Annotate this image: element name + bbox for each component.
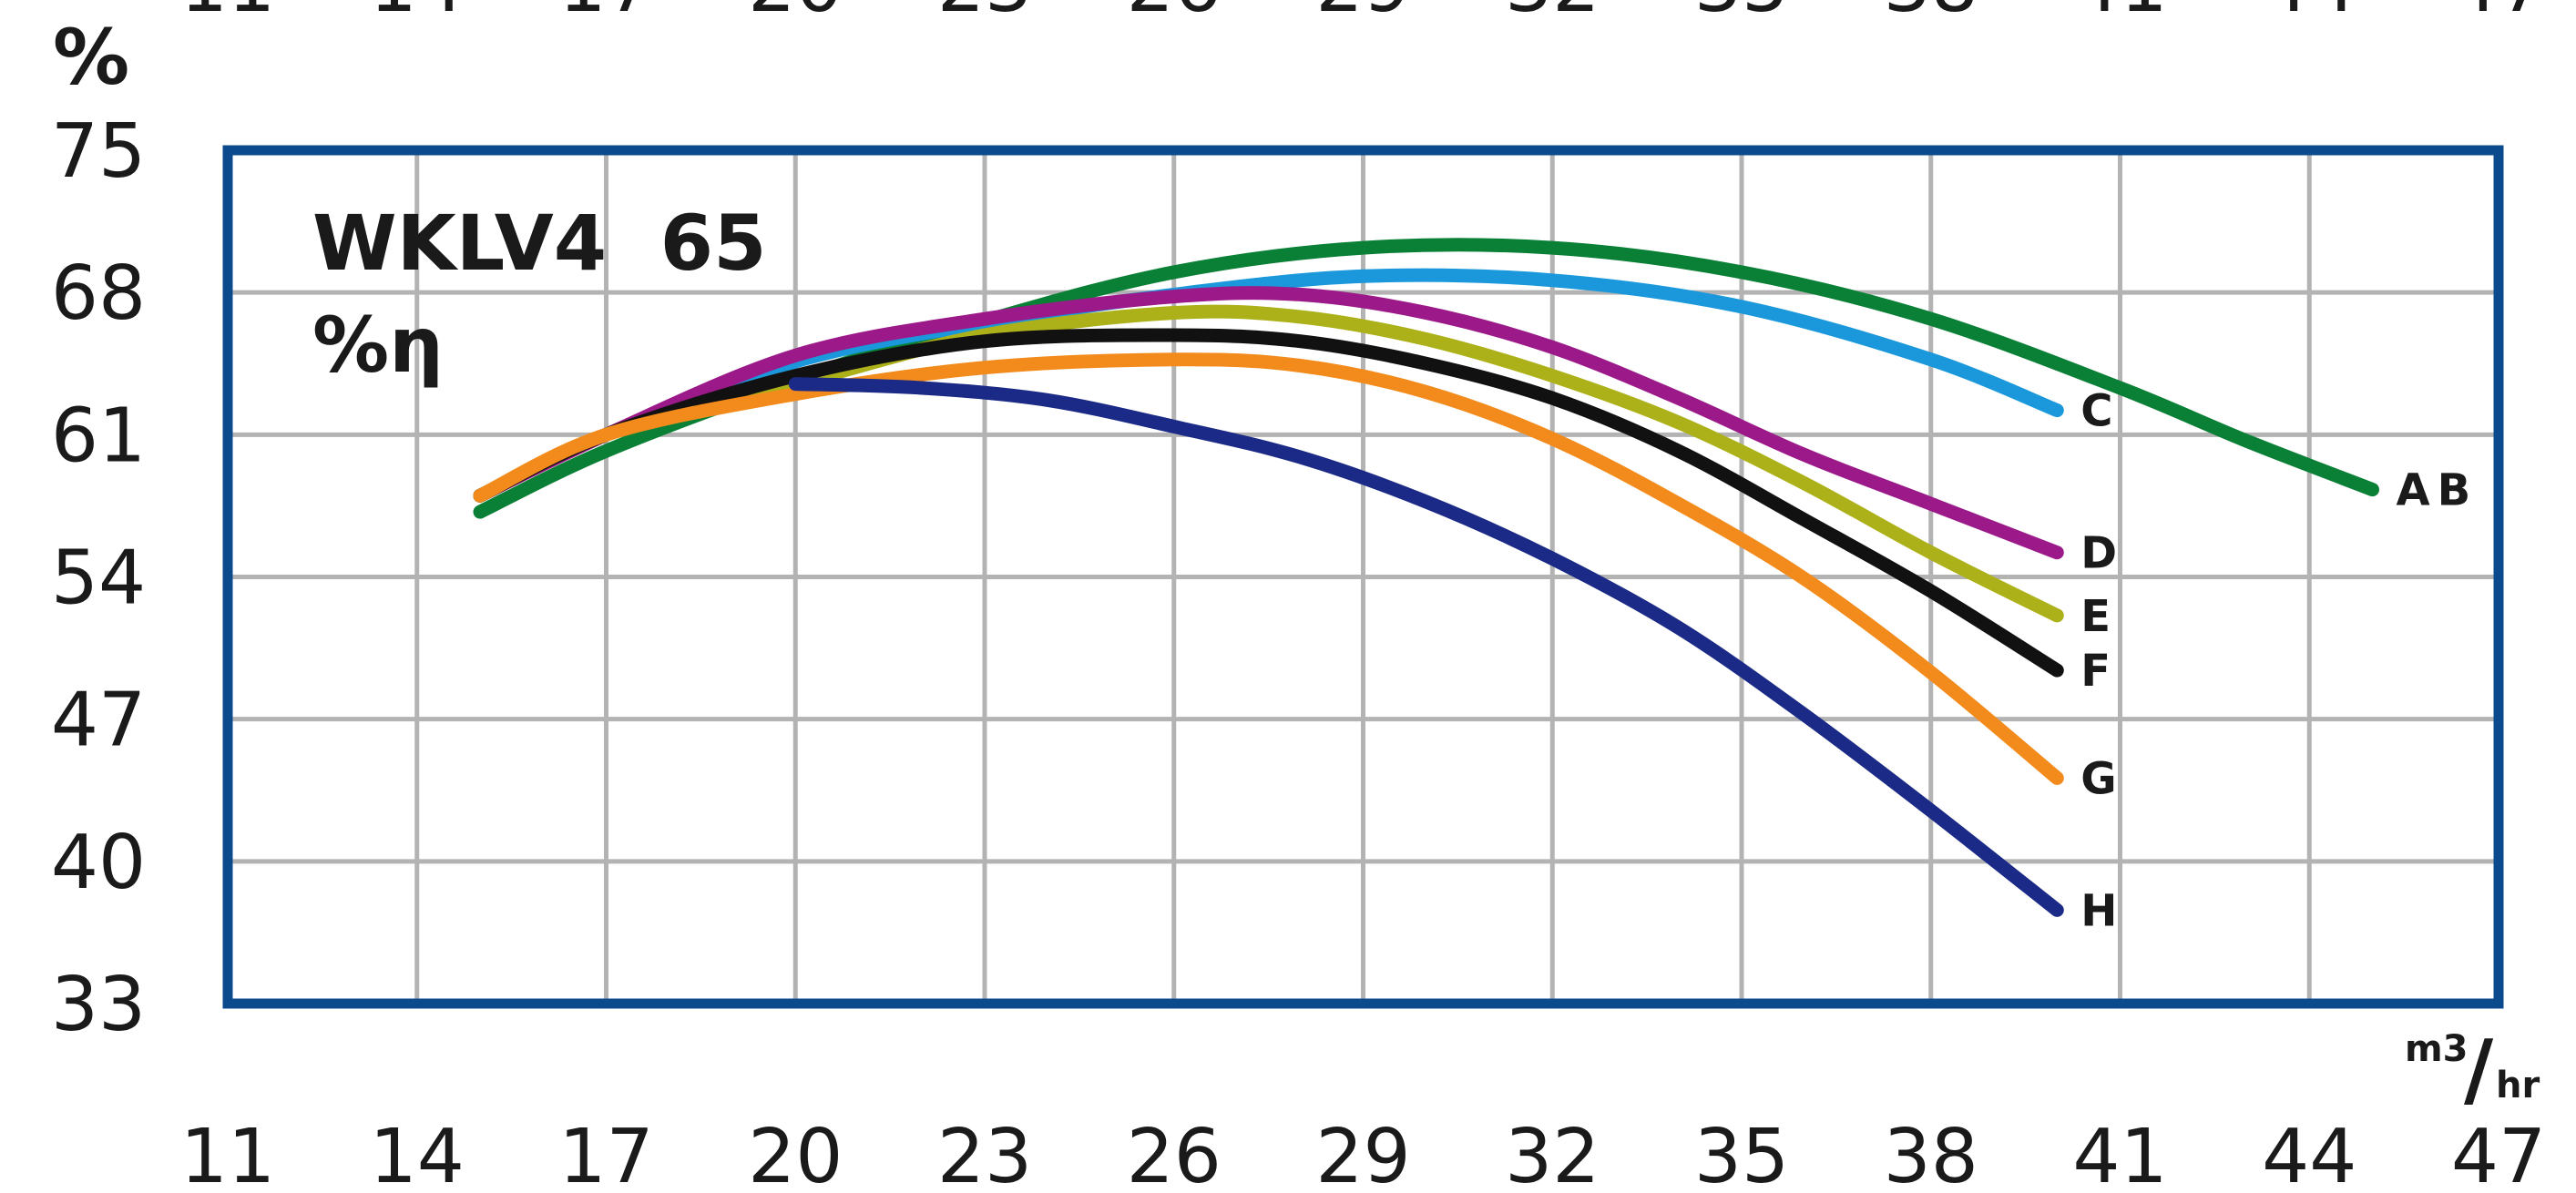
- curve-label-g: G: [2080, 753, 2116, 804]
- x-tick-top-38: 38: [1884, 0, 1978, 29]
- y-tick-labels: 75 68 61 54 47 40 33: [51, 108, 146, 1048]
- x-tick-top-14: 14: [370, 0, 465, 29]
- x-tick-44: 44: [2262, 1114, 2356, 1193]
- x-tick-26: 26: [1127, 1114, 1222, 1193]
- curve-label-ab: AB: [2397, 465, 2479, 516]
- x-unit-slash: /: [2464, 1023, 2494, 1117]
- y-tick-61: 61: [51, 393, 146, 479]
- x-tick-top-41: 41: [2072, 0, 2167, 29]
- x-tick-labels-bottom: 11 14 17 20 23 26 29 32 35 38 41 44 47: [180, 1114, 2546, 1193]
- chart-subtitle: %η: [312, 301, 444, 390]
- y-tick-75: 75: [51, 108, 146, 195]
- x-tick-top-11: 11: [180, 0, 275, 29]
- x-tick-top-17: 17: [558, 0, 653, 29]
- x-tick-11: 11: [180, 1114, 275, 1193]
- y-tick-47: 47: [51, 678, 146, 764]
- x-tick-14: 14: [370, 1114, 465, 1193]
- curve-d: [473, 286, 2064, 560]
- x-tick-41: 41: [2072, 1114, 2167, 1193]
- chart-title: WKLV4 65: [312, 199, 767, 288]
- curve-f: [473, 328, 2064, 678]
- series-labels: AB C DEF G H: [2080, 386, 2479, 937]
- x-unit-numerator: m3: [2405, 1028, 2469, 1070]
- x-tick-29: 29: [1315, 1114, 1410, 1193]
- y-tick-54: 54: [51, 535, 146, 622]
- x-tick-top-29: 29: [1315, 0, 1410, 29]
- x-tick-top-23: 23: [937, 0, 1032, 29]
- x-tick-35: 35: [1694, 1114, 1789, 1193]
- x-tick-38: 38: [1884, 1114, 1978, 1193]
- x-tick-23: 23: [937, 1114, 1032, 1193]
- curve-label-c: C: [2080, 386, 2112, 437]
- curve-label-d: D: [2080, 528, 2117, 579]
- curve-label-h: H: [2080, 885, 2117, 936]
- x-tick-17: 17: [558, 1114, 653, 1193]
- y-tick-40: 40: [51, 820, 146, 906]
- curve-label-f: F: [2080, 646, 2111, 697]
- curves: [473, 238, 2379, 917]
- x-axis-unit: m3 / hr: [2405, 1023, 2540, 1117]
- x-tick-top-26: 26: [1127, 0, 1222, 29]
- y-tick-33: 33: [51, 962, 146, 1048]
- x-tick-top-20: 20: [748, 0, 843, 29]
- x-tick-labels-top: 11 14 17 20 23 26 29 32 35 38 41 44 47: [180, 0, 2546, 29]
- plot-frame: [222, 145, 2504, 1009]
- x-tick-top-44: 44: [2262, 0, 2356, 29]
- x-tick-32: 32: [1505, 1114, 1600, 1193]
- y-axis-label: %: [53, 13, 129, 102]
- x-unit-denominator: hr: [2496, 1065, 2540, 1106]
- x-tick-top-47: 47: [2451, 0, 2546, 29]
- x-tick-20: 20: [748, 1114, 843, 1193]
- curve-e: [473, 304, 2064, 623]
- x-tick-top-32: 32: [1505, 0, 1600, 29]
- curve-label-e: E: [2080, 591, 2111, 642]
- x-tick-47: 47: [2451, 1114, 2546, 1193]
- curve-h: [788, 377, 2064, 917]
- y-tick-68: 68: [51, 250, 146, 337]
- x-tick-top-35: 35: [1694, 0, 1789, 29]
- curve-g: [473, 352, 2064, 785]
